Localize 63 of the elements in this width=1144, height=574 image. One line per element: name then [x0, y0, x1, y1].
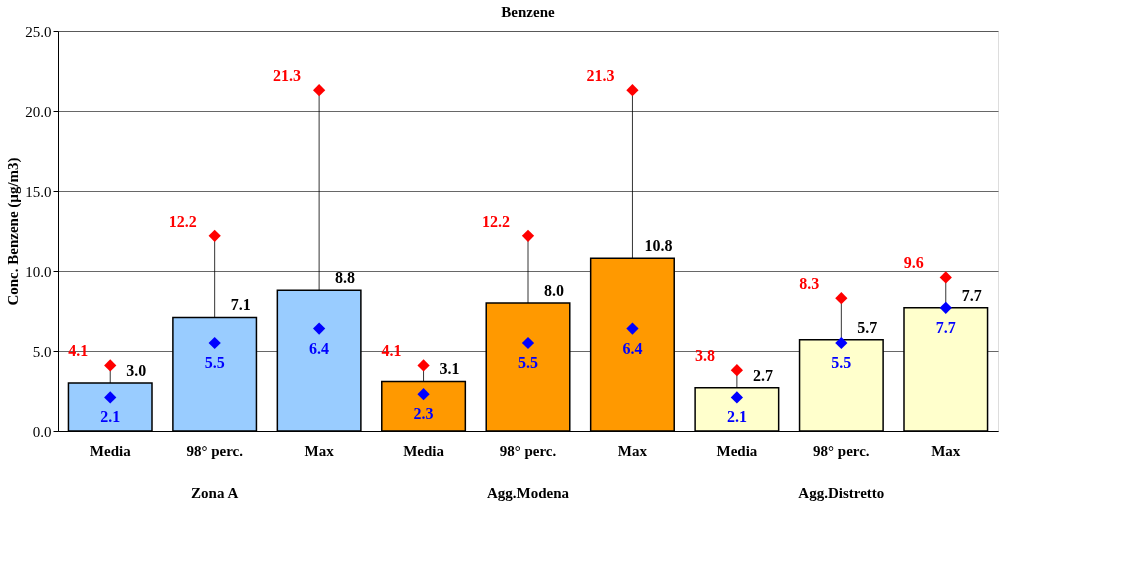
data-label: 5.5	[831, 354, 852, 371]
y-tick-label: 20.0	[25, 103, 52, 120]
x-tick-label: 98° perc.	[813, 442, 870, 459]
data-label: 3.1	[439, 360, 460, 378]
x-tick-label: 98° perc.	[499, 442, 557, 459]
data-label: 3.0	[126, 362, 147, 379]
data-label: 7.7	[935, 318, 956, 336]
data-label: 8.0	[544, 282, 564, 299]
point	[417, 388, 430, 401]
point	[104, 359, 117, 372]
point	[521, 336, 535, 350]
data-label: 5.5	[204, 354, 225, 371]
point	[730, 391, 744, 404]
point	[417, 359, 430, 372]
data-label: 2.1	[100, 408, 121, 426]
x-tick-label: Media	[716, 442, 758, 459]
x-tick-label: Max	[931, 442, 961, 459]
x-tick-label: Media	[403, 442, 445, 459]
data-label: 6.4	[622, 339, 643, 357]
x-tick-label: 98° perc.	[186, 442, 244, 459]
text: Agg.Distretto	[798, 485, 885, 501]
point	[312, 322, 326, 335]
data-label: 10.8	[644, 237, 673, 255]
point	[521, 229, 535, 242]
data-label: 8.3	[799, 275, 820, 293]
data-label: 7.1	[230, 296, 251, 314]
y-tick-label: 5.0	[32, 343, 52, 360]
data-label: 5.5	[518, 354, 538, 371]
point	[939, 301, 952, 314]
y-tick-label: 10.0	[25, 263, 52, 280]
text: Zona A	[191, 485, 239, 501]
point	[312, 84, 326, 97]
y-tick-label: 15.0	[25, 183, 52, 200]
data-label: 2.3	[413, 405, 434, 423]
data-label: 8.8	[335, 269, 356, 287]
point	[835, 336, 848, 350]
point	[104, 391, 117, 404]
data-label: 21.3	[586, 67, 615, 85]
data-label: 5.7	[857, 318, 878, 336]
data-label: 9.6	[903, 254, 924, 272]
data-label: 7.7	[961, 286, 982, 304]
data-label: 12.2	[168, 212, 197, 230]
point	[730, 364, 744, 377]
x-tick-label: Max	[304, 442, 335, 459]
y-tick-label: 0.0	[32, 423, 52, 440]
data-label: 21.3	[273, 67, 302, 85]
data-label: 3.8	[694, 347, 715, 365]
chart-title: Benzene	[501, 4, 555, 20]
y-axis-title: Conc. Benzene (µg/m3)	[5, 157, 23, 306]
data-label: 2.1	[726, 408, 747, 426]
text: Agg.Modena	[486, 485, 570, 501]
x-tick-label: Media	[89, 442, 132, 459]
y-tick-label: 25.0	[25, 23, 52, 40]
point	[208, 336, 221, 350]
data-label: 12.2	[482, 212, 510, 230]
point	[835, 292, 848, 305]
point	[939, 271, 952, 284]
point	[626, 84, 639, 97]
point	[626, 322, 639, 335]
data-label: 6.4	[309, 339, 330, 357]
x-tick-label: Max	[617, 442, 648, 459]
point	[208, 229, 221, 242]
data-label: 2.7	[752, 366, 773, 384]
